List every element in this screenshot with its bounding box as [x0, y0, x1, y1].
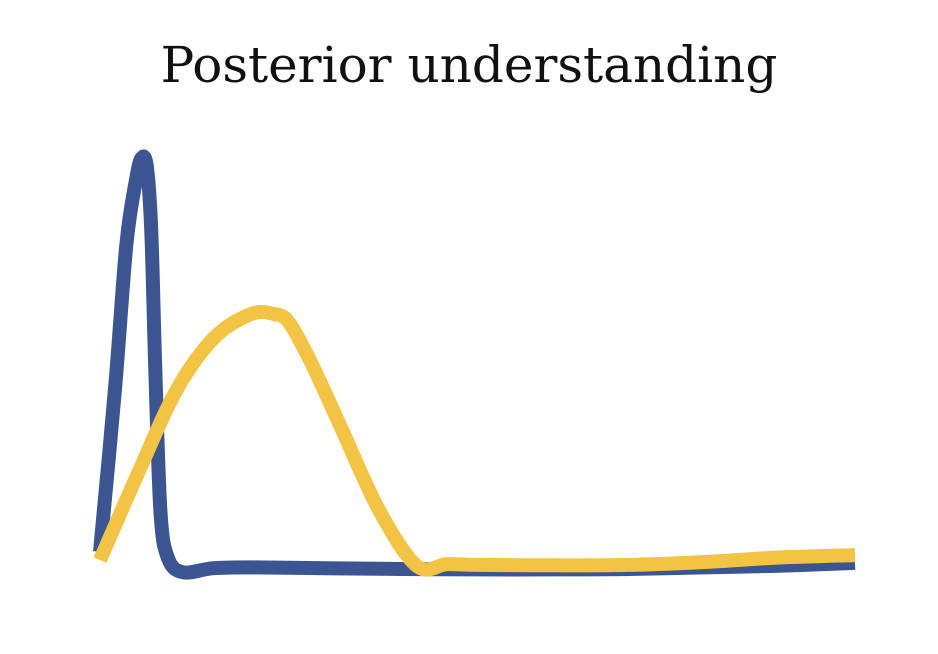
chart-title: Posterior understanding	[160, 36, 778, 94]
series-line-blue	[93, 149, 856, 580]
series-line-yellow	[93, 304, 856, 577]
